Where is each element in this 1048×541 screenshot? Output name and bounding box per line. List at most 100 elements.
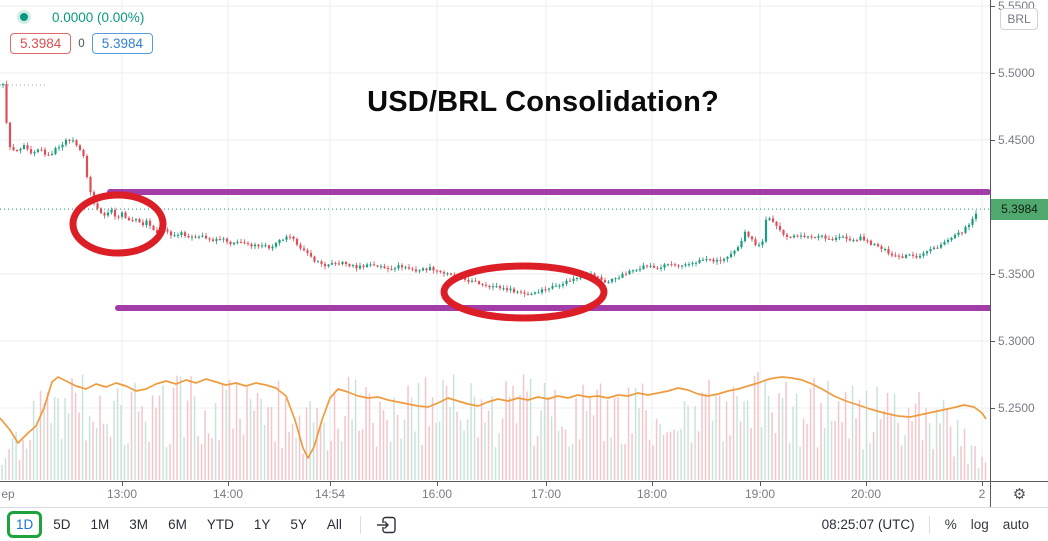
range-button-5y[interactable]: 5Y xyxy=(290,517,307,532)
volume-bar xyxy=(529,378,532,480)
candle-body xyxy=(796,235,799,237)
range-button-5d[interactable]: 5D xyxy=(53,517,71,532)
range-button-all[interactable]: All xyxy=(326,517,342,532)
highlight-ellipse[interactable] xyxy=(69,191,167,257)
candle-body xyxy=(302,248,306,251)
candle-body xyxy=(82,149,85,156)
price-axis[interactable]: BRL 5.3984 5.5500 5.5000 5.4500 5.3500 5.300… xyxy=(990,0,1048,481)
candle-body xyxy=(19,148,22,151)
volume-bar xyxy=(473,396,476,480)
candle-body xyxy=(722,258,726,261)
volume-bar xyxy=(193,396,196,480)
candle-body xyxy=(190,236,194,238)
volume-bar xyxy=(711,420,714,480)
volume-bar xyxy=(907,408,910,480)
currency-badge[interactable]: BRL xyxy=(1000,8,1038,30)
candle-body xyxy=(939,244,943,248)
volume-bar xyxy=(85,440,87,480)
candle-body xyxy=(407,267,411,269)
volume-bar xyxy=(883,410,885,480)
volume-bar xyxy=(71,378,73,480)
candle-body xyxy=(103,213,106,216)
candlestick-chart xyxy=(0,0,990,481)
range-button-ytd[interactable]: YTD xyxy=(206,517,234,532)
candle-body xyxy=(71,140,75,142)
scale-button-log[interactable]: log xyxy=(970,517,989,532)
range-buttons: 1D 5D 1M 3M 6M YTD 1Y 5Y All xyxy=(0,511,352,538)
candle-body xyxy=(334,263,337,265)
candle-body xyxy=(309,253,313,257)
volume-bar xyxy=(732,386,735,480)
range-button-6m[interactable]: 6M xyxy=(168,517,187,532)
volume-bar xyxy=(827,380,829,480)
chart-plot-area[interactable]: 0.0000 (0.00%) 5.3984 0 5.3984 USD/BRL C… xyxy=(0,0,990,481)
volume-bar xyxy=(981,456,983,480)
candle-body xyxy=(36,149,40,152)
candle-body xyxy=(57,147,61,149)
range-button-1d[interactable]: 1D xyxy=(6,511,43,538)
candle-body xyxy=(201,235,204,237)
gear-icon[interactable]: ⚙ xyxy=(1012,486,1027,503)
candle-body xyxy=(260,245,264,247)
candle-body xyxy=(729,253,733,258)
candle-body xyxy=(530,293,533,295)
volume-bar xyxy=(785,381,787,480)
volume-bar xyxy=(74,392,77,480)
candle-body xyxy=(12,147,15,150)
scale-button-auto[interactable]: auto xyxy=(1002,517,1029,532)
clock[interactable]: 08:25:07 (UTC) xyxy=(821,517,915,532)
bid-price-button[interactable]: 5.3984 xyxy=(10,33,72,54)
volume-bar xyxy=(43,403,45,480)
candle-body xyxy=(628,270,631,275)
range-button-1m[interactable]: 1M xyxy=(90,517,110,532)
candle-body xyxy=(148,220,152,226)
ask-price-button[interactable]: 5.3984 xyxy=(91,33,153,54)
volume-bar xyxy=(1,464,3,480)
candle-body xyxy=(859,236,862,241)
candle-body xyxy=(383,266,386,268)
volume-bar xyxy=(949,426,952,480)
candle-body xyxy=(344,262,348,265)
candle-body xyxy=(764,219,768,242)
candle-body xyxy=(691,263,694,265)
volume-bar xyxy=(960,445,962,480)
volume-bar xyxy=(382,410,385,480)
volume-bar xyxy=(967,463,969,480)
time-tick-label: 16:00 xyxy=(421,487,453,501)
scale-button-percent[interactable]: % xyxy=(944,517,957,532)
volume-bar xyxy=(540,410,542,480)
range-button-3m[interactable]: 3M xyxy=(129,517,149,532)
volume-bar xyxy=(610,437,612,480)
candle-body xyxy=(519,291,523,293)
candle-body xyxy=(232,242,236,245)
candle-body xyxy=(470,280,474,282)
volume-bar xyxy=(393,397,395,480)
candle-body xyxy=(547,288,551,290)
volume-bar xyxy=(137,411,140,480)
range-button-1y[interactable]: 1Y xyxy=(253,517,271,532)
volume-bar xyxy=(323,422,325,480)
candle-body xyxy=(432,267,435,271)
candle-body xyxy=(488,285,491,288)
candle-body xyxy=(481,284,484,286)
candle-body xyxy=(841,236,845,238)
volume-bar xyxy=(207,433,210,480)
volume-bar xyxy=(127,443,129,480)
volume-bar xyxy=(799,446,801,480)
volume-bar xyxy=(176,375,178,480)
candle-body xyxy=(831,239,834,241)
volume-bar xyxy=(820,402,822,480)
time-tick-label: ep xyxy=(1,487,15,501)
candle-body xyxy=(505,288,509,291)
candle-body xyxy=(400,265,404,268)
candle-body xyxy=(813,237,817,239)
volume-bar xyxy=(417,383,420,480)
time-axis[interactable]: ep 13:00 14:00 14:54 16:00 17:00 18:00 19:00 20:… xyxy=(0,481,990,507)
volume-bar xyxy=(431,397,434,480)
candle-body xyxy=(393,268,397,270)
go-to-date-icon[interactable] xyxy=(375,514,399,536)
candle-body xyxy=(803,235,806,238)
highlight-ellipse[interactable] xyxy=(440,262,608,322)
volume-bar xyxy=(298,415,301,480)
candle-body xyxy=(89,177,92,193)
